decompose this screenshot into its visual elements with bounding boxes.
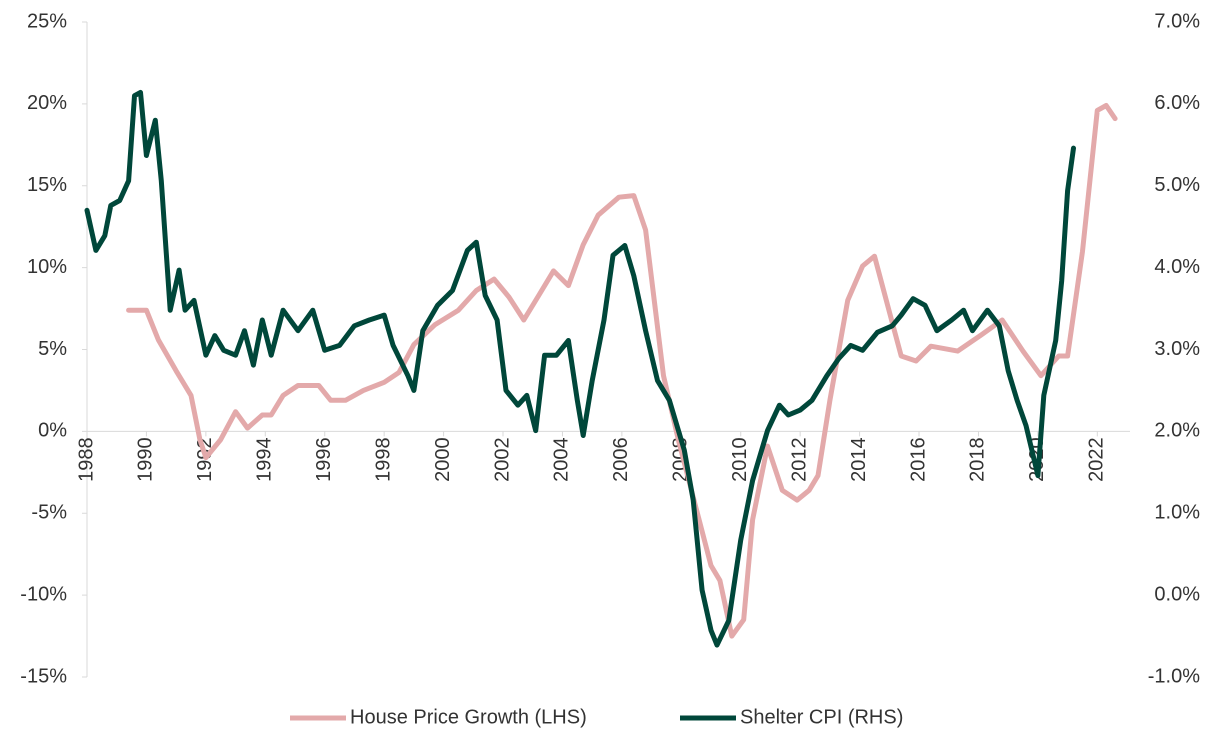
y2-tick-label: 5.0% [1154,174,1200,196]
y2-tick-label: 3.0% [1154,338,1200,360]
series-line [126,103,1118,639]
y-tick-label: -5% [31,502,67,524]
y-tick-label: 5% [38,338,67,360]
y2-tick-label: 7.0% [1154,10,1200,32]
x-tick-label: 2022 [1086,437,1108,482]
x-tick-label: 2016 [907,437,929,482]
x-tick-label: 1996 [313,437,335,482]
y-tick-label: -10% [20,583,67,605]
y2-tick-label: 4.0% [1154,256,1200,278]
legend-label: House Price Growth (LHS) [350,706,587,728]
x-tick-label: 1990 [135,437,157,482]
legend-label: Shelter CPI (RHS) [740,706,903,728]
x-tick-label: 2006 [610,437,632,482]
x-tick-label: 2000 [432,437,454,482]
x-tick-label: 2012 [788,437,810,482]
x-tick-label: 2018 [967,437,989,482]
y2-tick-label: -1.0% [1148,665,1200,687]
y-tick-label: 0% [38,420,67,442]
x-tick-label: 2014 [848,437,870,482]
y-tick-label: 15% [27,174,67,196]
y-tick-label: 25% [27,10,67,32]
y2-tick-label: 2.0% [1154,420,1200,442]
y-tick-label: 20% [27,92,67,114]
y-tick-label: 10% [27,256,67,278]
x-tick-label: 1998 [372,437,394,482]
x-tick-label: 1988 [75,437,97,482]
y2-tick-label: 6.0% [1154,92,1200,114]
y2-tick-label: 0.0% [1154,583,1200,605]
y-tick-label: -15% [20,665,67,687]
x-tick-label: 2002 [491,437,513,482]
y2-tick-label: 1.0% [1154,502,1200,524]
series-line [84,89,1076,648]
x-tick-label: 2010 [729,437,751,482]
x-tick-label: 1994 [254,437,276,482]
x-tick-label: 2004 [551,437,573,482]
